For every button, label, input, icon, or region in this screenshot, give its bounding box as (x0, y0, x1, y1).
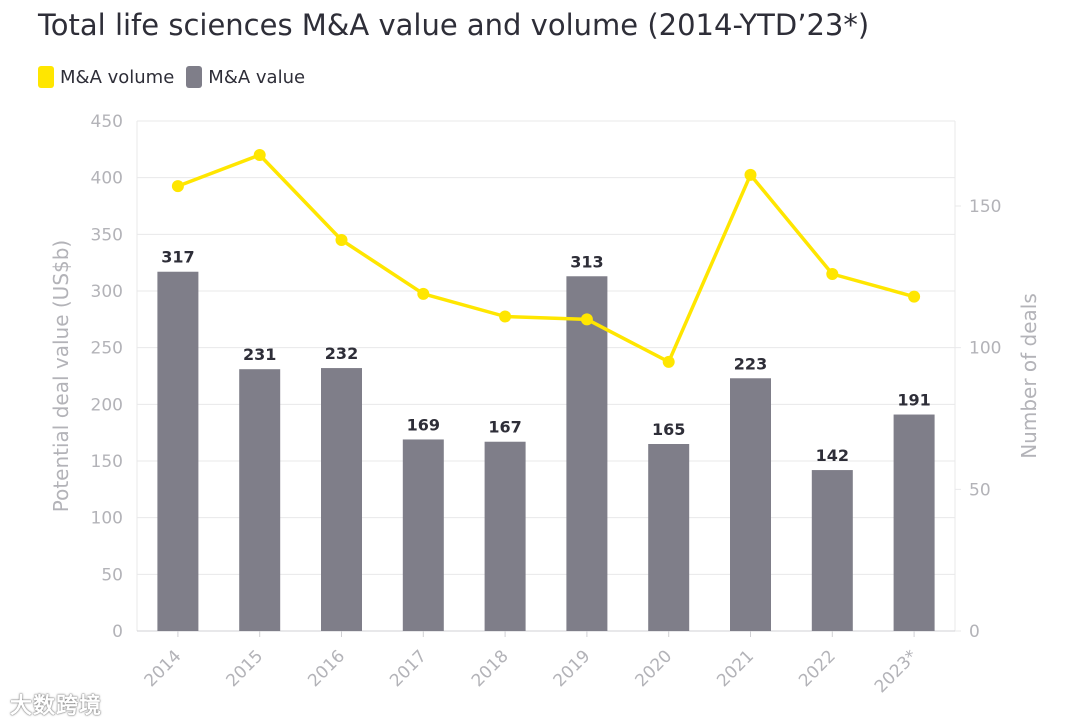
bar (484, 441, 526, 631)
bar-data-label: 231 (243, 345, 276, 364)
y2-tick-label: 0 (969, 622, 980, 642)
legend-label-volume: M&A volume (60, 66, 175, 88)
y2-tick-label: 100 (969, 339, 1001, 359)
bar (811, 470, 853, 631)
x-tick-label: 2016 (304, 646, 349, 691)
bar (730, 378, 771, 631)
y-tick-label: 350 (91, 225, 123, 245)
x-tick-label: 2021 (713, 646, 758, 691)
bar (239, 369, 281, 631)
volume-point (826, 268, 839, 280)
y-tick-label: 50 (101, 565, 123, 585)
y2-tick-label: 50 (969, 480, 991, 500)
y-tick-label: 400 (91, 169, 123, 189)
volume-point (417, 287, 430, 300)
bar-data-label: 191 (897, 391, 930, 410)
legend-item-volume[interactable]: M&A volume (38, 66, 174, 88)
volume-point (580, 313, 593, 326)
bar (402, 439, 444, 631)
legend-swatch-value (186, 66, 203, 88)
y-tick-label: 100 (91, 509, 123, 529)
legend-swatch-volume (38, 66, 54, 88)
bar-data-label: 165 (652, 420, 685, 439)
volume-point (499, 310, 512, 323)
x-tick-label: 2023* (871, 646, 922, 697)
bar-data-label: 317 (161, 248, 194, 267)
volume-point (253, 149, 266, 161)
y-tick-label: 450 (91, 112, 123, 132)
legend-label-value: M&A value (208, 66, 306, 88)
volume-point (171, 180, 184, 193)
x-tick-label: 2022 (795, 646, 840, 691)
y-axis-title: Potential deal value (US$b) (49, 240, 73, 513)
legend-item-value[interactable]: M&A value (186, 66, 305, 88)
x-tick-label: 2015 (223, 646, 268, 691)
x-tick-label: 2017 (386, 646, 431, 691)
volume-point (335, 234, 348, 246)
chart-title: Total life sciences M&A value and volume… (38, 8, 870, 42)
bar-data-label: 169 (407, 415, 440, 434)
bar (893, 414, 935, 631)
y-tick-label: 300 (91, 282, 123, 302)
x-tick-label: 2014 (141, 646, 186, 691)
volume-point (662, 355, 675, 368)
bar (566, 276, 608, 631)
bar-data-label: 167 (488, 418, 521, 437)
bar-data-label: 142 (816, 446, 849, 465)
volume-point (908, 290, 921, 303)
bar-data-label: 223 (734, 354, 767, 373)
volume-point (744, 168, 757, 181)
bar-data-label: 232 (325, 344, 358, 363)
x-tick-label: 2019 (550, 646, 595, 691)
legend: M&A volume M&A value (38, 66, 317, 88)
bar (321, 368, 362, 631)
y-tick-label: 0 (112, 622, 123, 642)
watermark: 大数跨境 (10, 694, 103, 719)
x-tick-label: 2020 (632, 646, 677, 691)
bar-data-label: 313 (570, 252, 603, 271)
bar (648, 444, 690, 631)
y-tick-label: 200 (91, 395, 123, 415)
x-tick-label: 2018 (468, 646, 513, 691)
y-tick-label: 150 (91, 452, 123, 472)
y2-tick-label: 150 (969, 197, 1001, 217)
y-tick-label: 250 (91, 339, 123, 359)
bar (157, 271, 199, 631)
volume-line (177, 153, 915, 364)
y2-axis-title: Number of deals (1017, 293, 1041, 459)
